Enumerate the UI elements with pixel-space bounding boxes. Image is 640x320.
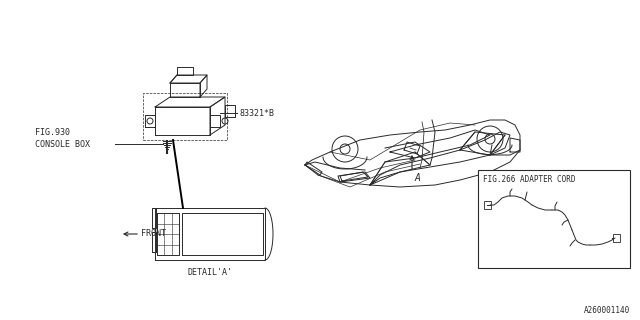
Text: FIG.930: FIG.930 (35, 128, 70, 137)
Text: FRONT: FRONT (141, 229, 166, 238)
Bar (484, 201, 491, 209)
Text: DETAIL'A': DETAIL'A' (188, 268, 232, 277)
Text: 83321*B: 83321*B (239, 108, 274, 117)
Bar (478, 170, 630, 268)
Text: CONSOLE BOX: CONSOLE BOX (35, 140, 90, 149)
Text: A: A (415, 173, 421, 183)
Bar (613, 234, 620, 242)
Text: A260001140: A260001140 (584, 306, 630, 315)
Text: FIG.266 ADAPTER CORD: FIG.266 ADAPTER CORD (483, 175, 575, 184)
